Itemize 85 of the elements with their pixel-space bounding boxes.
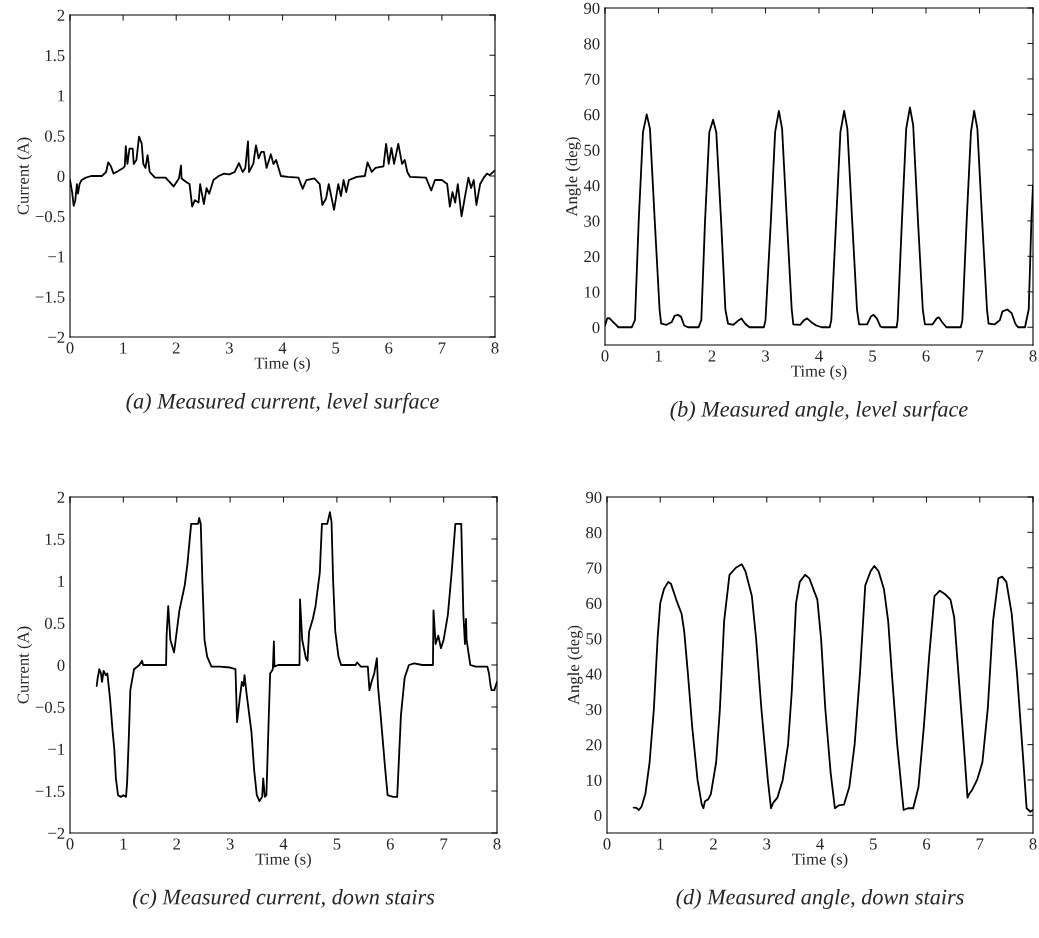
- y-axis-title: Current (A): [17, 137, 33, 215]
- x-tick-label: 0: [66, 342, 74, 354]
- x-tick-label: 7: [440, 838, 448, 850]
- text: (a) Measured current, level surface: [126, 392, 439, 414]
- y-tick-label: 80: [584, 38, 600, 50]
- x-tick-label: 7: [438, 342, 446, 354]
- y-tick-label: 10: [584, 286, 600, 298]
- x-tick-label: 5: [333, 838, 341, 850]
- y-tick-label: −1: [48, 251, 65, 263]
- x-tick-label: 2: [708, 350, 716, 362]
- y-axis-title: Angle (deg): [565, 137, 581, 217]
- y-tick-label: 30: [584, 215, 600, 227]
- x-tick-label: 8: [491, 342, 499, 354]
- y-tick-label: 90: [584, 2, 600, 14]
- x-tick-label: 0: [603, 838, 611, 850]
- y-tick-label: 10: [586, 774, 602, 786]
- x-tick-label: 8: [1029, 350, 1037, 362]
- x-tick-label: 3: [762, 350, 770, 362]
- y-tick-label: −0.5: [35, 701, 65, 714]
- y-tick-label: 0.5: [44, 617, 65, 630]
- x-tick-label: 2: [710, 838, 717, 850]
- y-tick-label: 60: [584, 109, 600, 121]
- x-tick-label: 4: [278, 342, 287, 354]
- x-tick-label: 7: [976, 838, 984, 850]
- x-axis-title: Time (s): [792, 852, 848, 869]
- x-tick-label: 2: [173, 838, 180, 850]
- y-tick-label: 0: [57, 659, 65, 671]
- x-tick-label: 4: [816, 838, 824, 850]
- x-tick-label: 5: [869, 350, 877, 362]
- y-tick-label: 20: [586, 739, 602, 751]
- y-tick-label: 0: [57, 170, 65, 182]
- y-tick-label: 1: [58, 90, 65, 102]
- y-tick-label: 70: [584, 73, 600, 85]
- y-tick-label: 0: [594, 810, 602, 822]
- y-tick-label: −2: [48, 827, 65, 839]
- x-tick-label: 8: [1029, 838, 1037, 850]
- text: (d) Measured angle, down stairs: [676, 888, 964, 910]
- y-tick-label: −0.5: [35, 210, 65, 223]
- x-tick-label: 2: [172, 342, 180, 354]
- x-tick-label: 7: [976, 350, 984, 362]
- y-tick-label: 2: [57, 491, 65, 503]
- x-tick-label: 8: [493, 838, 501, 850]
- x-tick-label: 3: [226, 342, 233, 354]
- y-tick-label: 50: [584, 144, 600, 156]
- x-tick-label: 3: [763, 838, 771, 850]
- y-tick-label: −1.5: [35, 785, 65, 798]
- y-tick-label: 1.5: [45, 50, 65, 62]
- text: (b) Measured angle, level surface: [670, 400, 968, 422]
- x-tick-label: 5: [332, 342, 340, 354]
- y-tick-label: −1.5: [35, 291, 65, 303]
- y-tick-label: 20: [584, 251, 600, 263]
- y-tick-label: 70: [586, 562, 602, 574]
- y-axis-title: Angle (deg): [567, 625, 583, 705]
- x-tick-label: 1: [120, 838, 127, 850]
- x-tick-label: 1: [120, 342, 127, 354]
- x-tick-label: 1: [657, 838, 664, 850]
- x-axis-title: Time (s): [255, 852, 311, 869]
- x-tick-label: 3: [226, 838, 234, 850]
- y-tick-label: 60: [586, 597, 602, 610]
- x-tick-label: 4: [279, 838, 288, 850]
- y-tick-label: −1: [48, 743, 65, 755]
- y-tick-label: 2: [57, 9, 65, 21]
- y-tick-label: 1.5: [45, 533, 65, 546]
- x-tick-label: 6: [386, 838, 394, 850]
- y-tick-label: 40: [585, 668, 602, 680]
- y-tick-label: 1: [58, 575, 65, 587]
- x-tick-label: 0: [66, 838, 74, 850]
- text: (c) Measured current, down stairs: [132, 888, 435, 910]
- y-tick-label: 50: [586, 633, 602, 645]
- y-axis-title: Current (A): [17, 626, 33, 704]
- x-tick-label: 4: [815, 350, 823, 362]
- x-tick-label: 6: [385, 342, 393, 354]
- x-tick-label: 6: [923, 838, 931, 850]
- x-axis-title: Time (s): [791, 364, 847, 381]
- y-tick-label: 0: [592, 321, 600, 334]
- x-axis-title: Time (s): [254, 356, 310, 373]
- y-tick-label: 30: [586, 703, 602, 716]
- y-tick-label: 90: [586, 491, 602, 503]
- y-tick-label: 80: [586, 527, 602, 539]
- y-tick-label: −2: [48, 331, 65, 343]
- x-tick-label: 5: [870, 838, 877, 850]
- x-tick-label: 6: [922, 350, 930, 362]
- y-tick-label: 40: [583, 180, 600, 192]
- y-tick-label: 0.5: [44, 130, 65, 142]
- x-tick-label: 1: [655, 350, 662, 362]
